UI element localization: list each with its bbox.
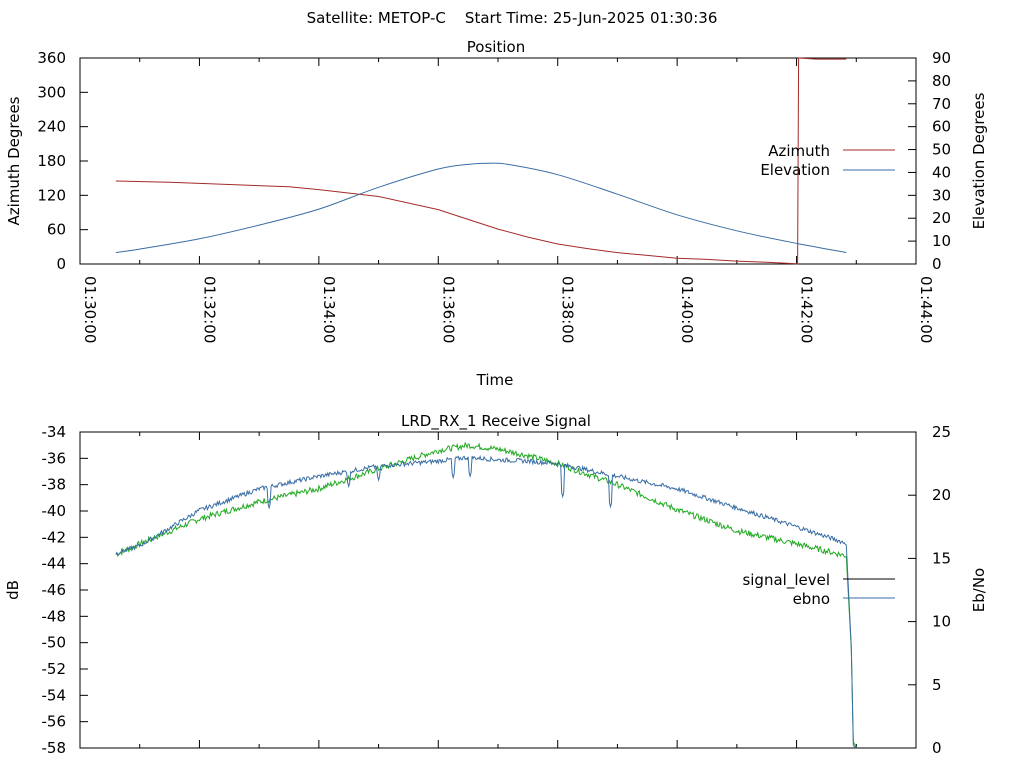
x-tick-label: 01:44:00 <box>917 276 935 343</box>
y-tick-label: 120 <box>37 186 66 204</box>
y-tick-label: 360 <box>37 49 66 67</box>
y2-tick-label: 25 <box>932 423 951 441</box>
y-tick-label: -42 <box>42 528 67 546</box>
y-tick-label: -38 <box>42 476 67 494</box>
x-tick-label: 01:34:00 <box>320 276 338 343</box>
y-tick-label: 240 <box>37 118 66 136</box>
y2-tick-label: 70 <box>932 95 951 113</box>
figure-header: Satellite: METOP-C Start Time: 25-Jun-20… <box>307 9 718 27</box>
receive-signal-y-axis-label: dB <box>4 580 22 600</box>
receive-signal-title: LRD_RX_1 Receive Signal <box>401 412 591 431</box>
y2-tick-label: 50 <box>932 141 951 159</box>
y2-tick-label: 0 <box>932 255 942 273</box>
receive-signal-y2-axis-label: Eb/No <box>970 568 988 612</box>
series-line-ebno <box>115 455 857 749</box>
position-x-axis-label: Time <box>476 371 514 389</box>
y2-tick-label: 60 <box>932 118 951 136</box>
y-tick-label: -56 <box>42 713 67 731</box>
y-tick-label: 60 <box>47 221 66 239</box>
y-tick-label: -36 <box>42 449 67 467</box>
y2-tick-label: 90 <box>932 49 951 67</box>
y2-tick-label: 0 <box>932 739 942 757</box>
legend-label-signal-level: signal_level <box>742 571 830 590</box>
y2-tick-label: 10 <box>932 232 951 250</box>
y-tick-label: -52 <box>42 660 67 678</box>
y-tick-label: -58 <box>42 739 67 757</box>
position-y-axis-label: Azimuth Degrees <box>5 96 23 225</box>
series-line-signal-level <box>115 441 857 749</box>
y2-tick-label: 20 <box>932 209 951 227</box>
position-y2-axis-label: Elevation Degrees <box>970 92 988 229</box>
legend-label-azimuth: Azimuth <box>768 142 830 160</box>
y2-tick-label: 80 <box>932 72 951 90</box>
x-tick-label: 01:42:00 <box>798 276 816 343</box>
y2-tick-label: 10 <box>932 613 951 631</box>
x-tick-label: 01:30:00 <box>81 276 99 343</box>
series-line-azimuth <box>115 57 847 265</box>
y-tick-label: -44 <box>42 555 67 573</box>
y-tick-label: 0 <box>56 255 66 273</box>
y2-tick-label: 15 <box>932 549 951 567</box>
position-legend: Azimuth Elevation <box>760 142 895 179</box>
y-tick-label: 180 <box>37 152 66 170</box>
x-tick-label: 01:38:00 <box>559 276 577 343</box>
y-tick-label: -48 <box>42 607 67 625</box>
series-line-elevation <box>115 162 847 254</box>
y-tick-label: -50 <box>42 634 67 652</box>
x-tick-label: 01:36:00 <box>439 276 457 343</box>
position-title: Position <box>467 38 525 56</box>
legend-label-ebno: ebno <box>793 590 830 608</box>
y2-tick-label: 20 <box>932 486 951 504</box>
receive-signal-chart: LRD_RX_1 Receive Signal -58 -56 -54 -52 -50 -… <box>4 412 988 757</box>
x-tick-label: 01:32:00 <box>200 276 218 343</box>
y2-tick-label: 5 <box>932 676 942 694</box>
receive-signal-legend: signal_level ebno <box>742 571 895 608</box>
y2-tick-label: 30 <box>932 186 951 204</box>
x-tick-label: 01:40:00 <box>678 276 696 343</box>
y-tick-label: -46 <box>42 581 67 599</box>
y-tick-label: -40 <box>42 502 67 520</box>
y2-tick-label: 40 <box>932 163 951 181</box>
y-tick-label: -34 <box>42 423 67 441</box>
legend-label-elevation: Elevation <box>760 161 830 179</box>
position-chart: Position 0 60 120 180 240 300 360 0 10 20 30 40 50 60… <box>5 38 988 389</box>
receive-signal-plot-frame <box>79 431 917 749</box>
y-tick-label: -54 <box>42 686 67 704</box>
y-tick-label: 300 <box>37 83 66 101</box>
